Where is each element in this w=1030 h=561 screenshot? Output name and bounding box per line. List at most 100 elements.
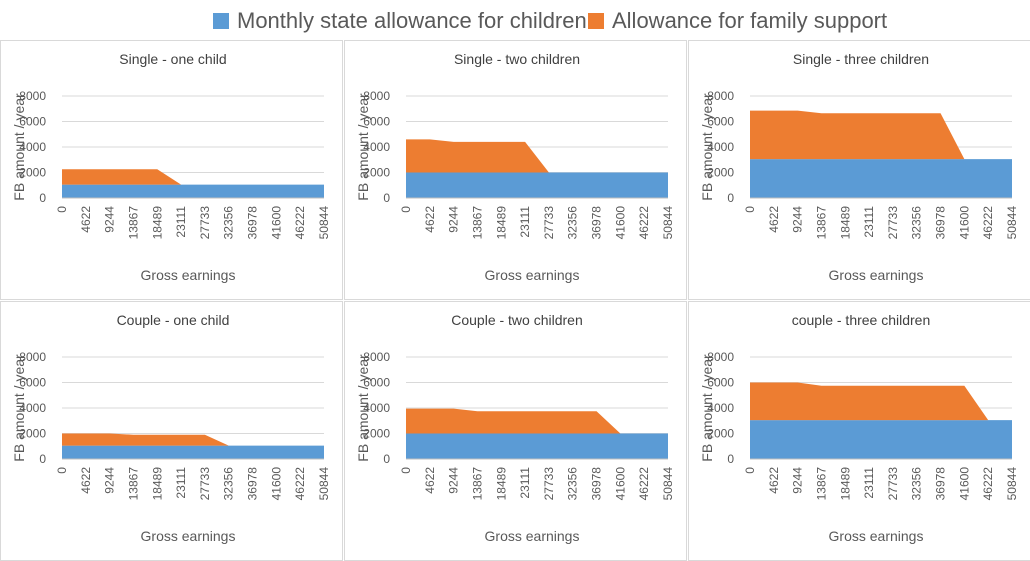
x-tick-label: 32356	[566, 206, 580, 240]
x-axis-title: Gross earnings	[141, 267, 236, 283]
x-tick-label: 50844	[661, 467, 675, 501]
x-tick-label: 46222	[981, 467, 995, 501]
y-tick-label: 0	[383, 452, 390, 466]
x-tick-label: 41600	[957, 206, 971, 240]
x-tick-label: 41600	[613, 467, 627, 501]
x-tick-label: 50844	[317, 206, 331, 240]
chart-legend: Monthly state allowance for children All…	[0, 4, 1030, 38]
y-tick-label: 0	[39, 452, 46, 466]
x-tick-label: 9244	[791, 467, 805, 494]
x-tick-label: 36978	[246, 467, 260, 501]
x-tick-label: 27733	[886, 206, 900, 240]
y-tick-label: 0	[727, 452, 734, 466]
legend-item-state-allowance: Monthly state allowance for children	[213, 4, 587, 38]
x-tick-label: 4622	[79, 206, 93, 233]
panel-border	[1, 302, 343, 561]
x-tick-label: 4622	[767, 467, 781, 494]
x-tick-label: 23111	[174, 206, 188, 238]
chart-title: Single - two children	[454, 51, 580, 67]
x-axis-title: Gross earnings	[485, 267, 580, 283]
x-tick-label: 18489	[838, 467, 852, 501]
chart-panel: couple - three children02000400060008000…	[688, 301, 1030, 561]
x-tick-label: 50844	[1005, 206, 1019, 240]
x-tick-label: 32356	[222, 467, 236, 501]
chart-title: Single - one child	[119, 51, 226, 67]
area-state-allowance	[62, 446, 324, 459]
x-tick-label: 13867	[470, 206, 484, 240]
x-tick-label: 27733	[886, 467, 900, 501]
area-state-allowance	[406, 173, 668, 199]
x-tick-label: 36978	[590, 467, 604, 501]
x-tick-label: 46222	[637, 206, 651, 240]
area-family-support	[406, 139, 668, 172]
x-axis-title: Gross earnings	[141, 528, 236, 544]
x-tick-label: 41600	[269, 467, 283, 501]
x-tick-label: 18489	[494, 467, 508, 501]
x-tick-label: 9244	[103, 467, 117, 494]
x-tick-label: 27733	[198, 206, 212, 240]
x-tick-label: 0	[399, 467, 413, 474]
panel-border	[1, 41, 343, 300]
x-tick-label: 9244	[103, 206, 117, 233]
legend-item-family-support: Allowance for family support	[588, 4, 887, 38]
x-tick-label: 23111	[862, 467, 876, 499]
x-tick-label: 0	[55, 206, 69, 213]
y-axis-title: FB amount / year	[699, 93, 715, 201]
y-axis-title: FB amount / year	[699, 354, 715, 462]
y-axis-title: FB amount / year	[11, 354, 27, 462]
area-state-allowance	[406, 434, 668, 460]
x-tick-label: 50844	[661, 206, 675, 240]
x-tick-label: 50844	[1005, 467, 1019, 501]
chart-title: Single - three children	[793, 51, 929, 67]
x-tick-label: 13867	[126, 467, 140, 501]
y-axis-title: FB amount / year	[355, 354, 371, 462]
x-tick-label: 36978	[246, 206, 260, 240]
area-state-allowance	[750, 159, 1012, 198]
legend-swatch-blue	[213, 13, 229, 29]
x-tick-label: 4622	[79, 467, 93, 494]
x-tick-label: 4622	[423, 206, 437, 233]
x-tick-label: 0	[55, 467, 69, 474]
x-tick-label: 0	[399, 206, 413, 213]
x-tick-label: 9244	[447, 206, 461, 233]
x-tick-label: 23111	[518, 467, 532, 499]
x-tick-label: 13867	[126, 206, 140, 240]
area-family-support	[62, 169, 324, 184]
x-tick-label: 4622	[767, 206, 781, 233]
x-tick-label: 13867	[814, 206, 828, 240]
x-tick-label: 46222	[293, 206, 307, 240]
x-tick-label: 18489	[150, 467, 164, 501]
area-state-allowance	[62, 185, 324, 198]
y-axis-title: FB amount / year	[355, 93, 371, 201]
x-tick-label: 4622	[423, 467, 437, 494]
x-tick-label: 23111	[174, 467, 188, 499]
y-tick-label: 0	[39, 191, 46, 205]
x-axis-title: Gross earnings	[829, 528, 924, 544]
area-family-support	[406, 409, 668, 434]
x-tick-label: 9244	[791, 206, 805, 233]
chart-panel: Single - three children02000400060008000…	[688, 40, 1030, 300]
x-tick-label: 46222	[293, 467, 307, 501]
x-tick-label: 46222	[637, 467, 651, 501]
x-tick-label: 36978	[934, 467, 948, 501]
area-family-support	[750, 383, 1012, 421]
chart-title: Couple - two children	[451, 312, 583, 328]
x-tick-label: 50844	[317, 467, 331, 501]
x-axis-title: Gross earnings	[829, 267, 924, 283]
x-tick-label: 13867	[814, 467, 828, 501]
x-tick-label: 23111	[862, 206, 876, 238]
x-axis-title: Gross earnings	[485, 528, 580, 544]
x-tick-label: 9244	[447, 467, 461, 494]
x-tick-label: 27733	[198, 467, 212, 501]
x-tick-label: 18489	[494, 206, 508, 240]
x-tick-label: 41600	[269, 206, 283, 240]
area-family-support	[750, 111, 1012, 159]
area-state-allowance	[750, 420, 1012, 459]
x-tick-label: 32356	[910, 467, 924, 501]
x-tick-label: 41600	[957, 467, 971, 501]
x-tick-label: 36978	[934, 206, 948, 240]
